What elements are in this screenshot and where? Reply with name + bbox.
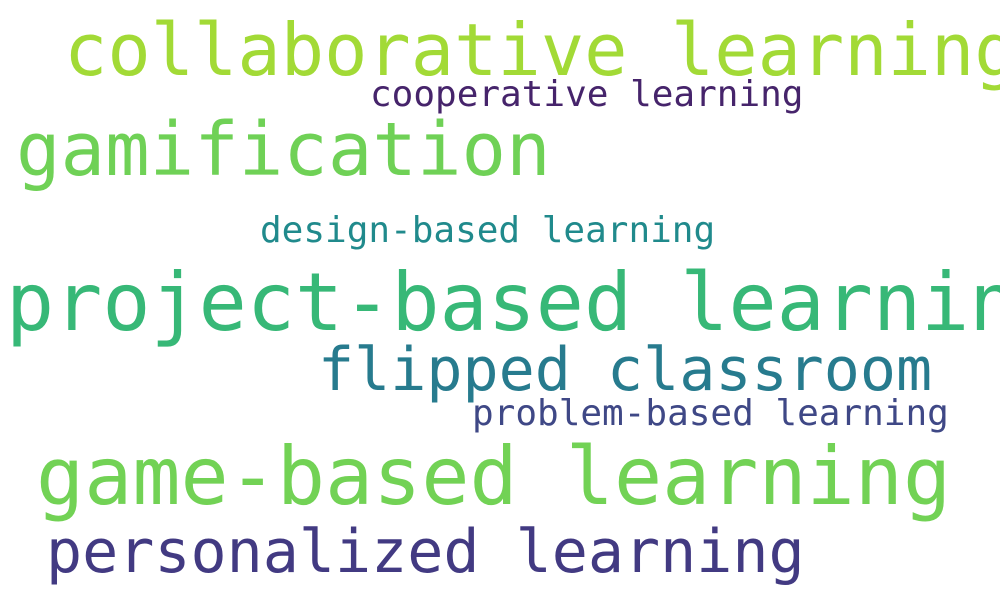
word-cooperative-learning: cooperative learning bbox=[370, 74, 804, 115]
word-gamification: gamification bbox=[16, 107, 551, 193]
word-collaborative-learning: collaborative learning bbox=[64, 8, 1000, 92]
word-project-based-learning: project-based learning bbox=[6, 256, 1000, 349]
word-design-based-learning: design-based learning bbox=[260, 210, 716, 251]
word-problem-based-learning: problem-based learning bbox=[472, 393, 949, 434]
word-personalized-learning: personalized learning bbox=[46, 517, 805, 587]
word-flipped-classroom: flipped classroom bbox=[318, 335, 933, 405]
word-game-based-learning: game-based learning bbox=[36, 430, 952, 523]
